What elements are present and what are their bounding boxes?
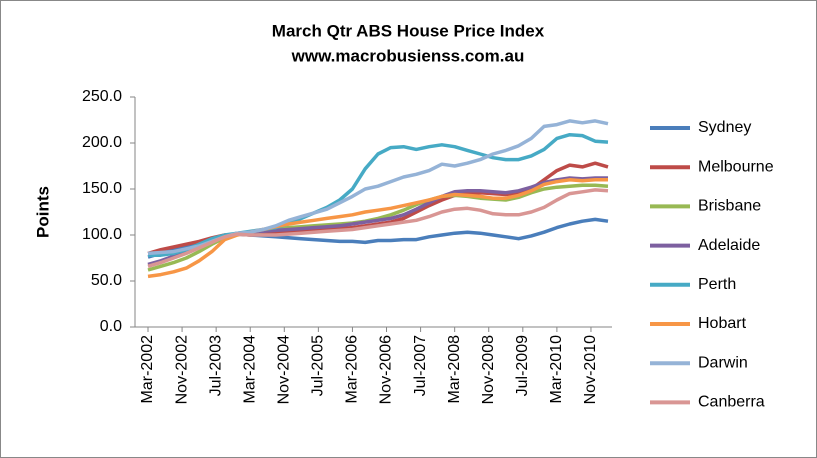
legend-label: Canberra — [698, 394, 765, 411]
legend-label: Darwin — [698, 354, 748, 371]
chart-subtitle: www.macrobusienss.com.au — [291, 46, 525, 65]
x-tick-label: Nov-2004 — [276, 335, 293, 404]
x-tick-label: Mar-2004 — [241, 335, 258, 404]
x-tick-label: Mar-2006 — [344, 335, 361, 404]
legend-label: Adelaide — [698, 237, 760, 254]
y-tick-label: 100.0 — [82, 226, 122, 243]
x-tick-label: Nov-2010 — [582, 335, 599, 404]
x-tick-label: Jul-2009 — [514, 335, 531, 396]
x-tick-label: Mar-2002 — [139, 335, 156, 404]
legend-label: Hobart — [698, 315, 747, 332]
series-line — [147, 178, 608, 279]
legend-label: Sydney — [698, 119, 751, 136]
x-tick-label: Jul-2007 — [412, 335, 429, 396]
x-tick-label: Mar-2010 — [548, 335, 565, 404]
legend-label: Brisbane — [698, 198, 761, 215]
series-line — [147, 188, 609, 268]
y-tick-label: 200.0 — [82, 134, 122, 151]
x-tick-label: Nov-2006 — [378, 335, 395, 404]
y-tick-label: 250.0 — [82, 88, 122, 105]
x-tick-label: Nov-2002 — [173, 335, 190, 404]
y-tick-label: 50.0 — [91, 272, 122, 289]
y-axis-label: Points — [33, 186, 52, 238]
legend-label: Perth — [698, 276, 736, 293]
y-tick-label: 150.0 — [82, 180, 122, 197]
x-tick-label: Jul-2003 — [207, 335, 224, 396]
y-tick-label: 0.0 — [100, 318, 122, 335]
x-tick-label: Nov-2008 — [480, 335, 497, 404]
chart-title: March Qtr ABS House Price Index — [272, 21, 545, 40]
x-tick-label: Mar-2008 — [446, 335, 463, 404]
legend-label: Melbourne — [698, 158, 774, 175]
x-tick-label: Jul-2005 — [310, 335, 327, 396]
